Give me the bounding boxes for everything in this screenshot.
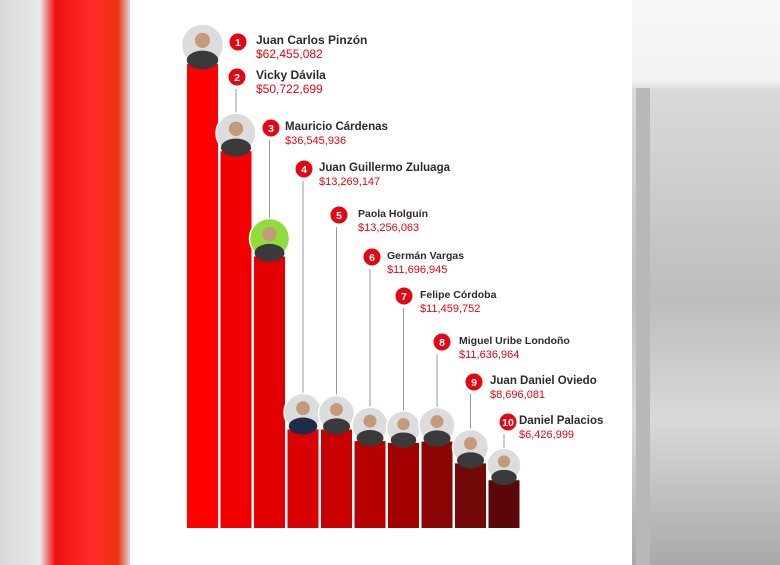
candidate-photo xyxy=(486,447,522,486)
rank-number: 4 xyxy=(301,164,307,176)
rank-badge xyxy=(465,373,483,391)
bar xyxy=(287,429,319,528)
rank-number: 6 xyxy=(369,252,375,264)
rank-number: 1 xyxy=(235,37,241,49)
donation-value: $11,696,945 xyxy=(387,264,447,276)
candidate-name: Juan Daniel Oviedo xyxy=(490,375,597,387)
labels-group: 1 Juan Carlos Pinzón$62,455,082 2 Vicky Dáv… xyxy=(228,33,603,441)
candidate-photo xyxy=(317,394,356,435)
photo-head xyxy=(363,414,377,428)
photo-shoulders xyxy=(221,138,251,157)
photo-head xyxy=(330,403,343,417)
candidate-photo xyxy=(215,112,257,157)
candidate-name: Vicky Dávila xyxy=(256,68,326,82)
bar xyxy=(187,64,218,528)
candidate-name: Felipe Córdoba xyxy=(420,289,497,301)
photo-head xyxy=(194,32,211,48)
photo-head xyxy=(228,121,244,136)
candidate-name: Miguel Uribe Londoño xyxy=(459,335,570,347)
photo-head xyxy=(397,418,410,431)
donation-value: $50,722,699 xyxy=(256,82,323,96)
candidate-photo xyxy=(418,406,456,447)
rank-number: 10 xyxy=(502,417,514,429)
donation-value: $62,455,082 xyxy=(256,47,323,61)
photo-head xyxy=(464,436,477,450)
photo-head xyxy=(430,415,444,429)
photo-shoulders xyxy=(423,430,451,447)
background-right-stripe xyxy=(636,88,650,565)
rank-badge xyxy=(433,333,451,351)
donation-value: $11,636,964 xyxy=(459,349,519,361)
bar xyxy=(455,463,486,528)
donation-value: $36,545,936 xyxy=(285,135,346,147)
bar xyxy=(388,442,419,528)
rank-badge xyxy=(363,248,381,266)
rank-number: 7 xyxy=(401,291,407,303)
rank-number: 8 xyxy=(439,337,445,349)
photo-shoulders xyxy=(390,432,417,448)
photo-shoulders xyxy=(254,243,285,262)
candidate-photo xyxy=(385,410,422,448)
photo-shoulders xyxy=(323,418,350,435)
donation-value: $13,256,063 xyxy=(358,222,419,234)
rank-badge xyxy=(262,119,280,137)
bar xyxy=(220,151,252,528)
donation-value: $11,459,752 xyxy=(420,303,480,315)
photo-head xyxy=(262,226,277,242)
rank-badge xyxy=(229,33,247,51)
rank-badge xyxy=(499,413,517,431)
rank-number: 3 xyxy=(268,123,274,135)
candidate-photo xyxy=(451,428,490,469)
rank-badge xyxy=(330,206,348,224)
candidate-photo xyxy=(351,406,389,447)
photo-shoulders xyxy=(457,452,484,469)
donation-value: $13,269,147 xyxy=(319,176,380,188)
rank-badge xyxy=(295,160,313,178)
candidate-photo xyxy=(180,23,225,70)
avatars-group xyxy=(180,23,522,486)
candidate-photo xyxy=(283,392,323,435)
leader-lines-group xyxy=(235,89,505,449)
photo-shoulders xyxy=(356,429,384,447)
candidate-name: Juan Guillermo Zuluaga xyxy=(319,162,451,174)
photo-shoulders xyxy=(491,469,517,486)
bar xyxy=(321,429,352,528)
rank-number: 9 xyxy=(471,377,477,389)
bar xyxy=(421,441,453,528)
donation-value: $8,696,081 xyxy=(490,389,545,401)
photo-shoulders xyxy=(186,50,219,70)
candidate-name: Paola Holguín xyxy=(358,208,428,220)
candidate-name: Germán Vargas xyxy=(387,250,464,262)
photo-head xyxy=(296,401,310,416)
bar xyxy=(254,256,285,528)
candidate-name: Mauricio Cárdenas xyxy=(285,121,388,133)
candidate-name: Daniel Palacios xyxy=(519,415,603,427)
rank-badge xyxy=(395,287,413,305)
rank-number: 5 xyxy=(336,210,342,222)
candidate-photo xyxy=(248,217,291,262)
rank-number: 2 xyxy=(234,72,240,84)
donation-value: $6,426,999 xyxy=(519,429,574,441)
background-right-blur xyxy=(632,0,780,565)
photo-head xyxy=(497,455,511,468)
rank-badge xyxy=(228,68,246,86)
bars-group xyxy=(187,64,520,528)
candidate-name: Juan Carlos Pinzón xyxy=(256,33,367,47)
background-left-blur xyxy=(0,0,130,565)
bar xyxy=(354,441,386,528)
bar xyxy=(488,480,520,528)
photo-shoulders xyxy=(288,417,318,435)
